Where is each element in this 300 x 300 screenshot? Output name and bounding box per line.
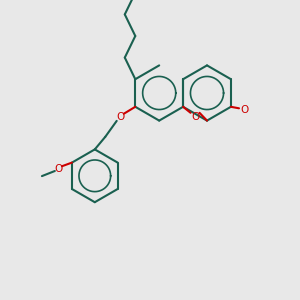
Text: O: O (240, 105, 248, 115)
Text: O: O (191, 112, 199, 122)
Text: O: O (54, 164, 63, 174)
Text: O: O (116, 112, 124, 122)
